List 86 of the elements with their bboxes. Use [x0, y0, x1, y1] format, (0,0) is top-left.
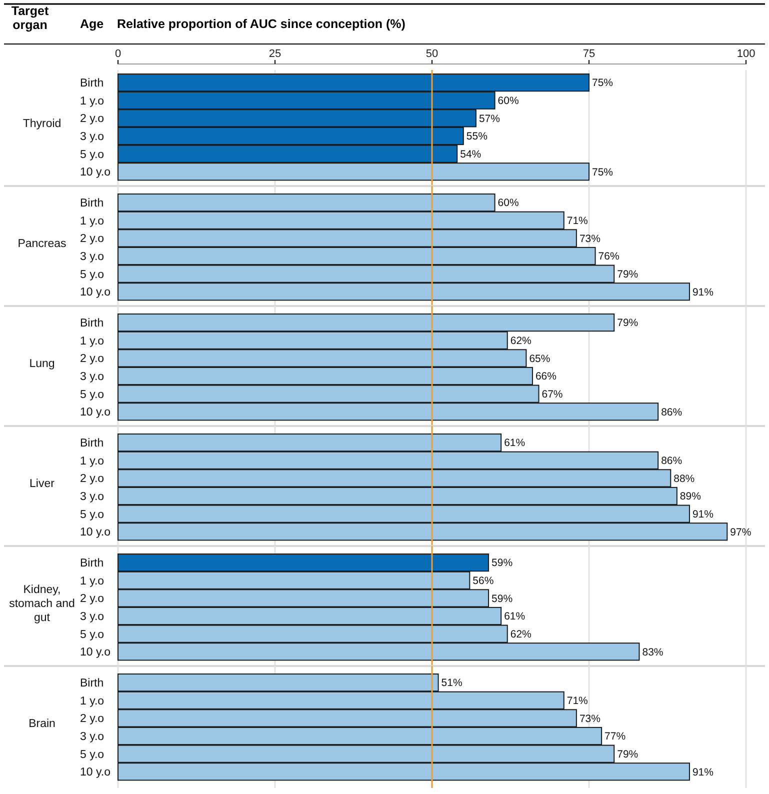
data-label: 71% [566, 695, 588, 708]
data-label: 56% [472, 575, 494, 588]
y-tick-label: 10 y.o [80, 526, 110, 539]
y-tick-label: 10 y.o [80, 766, 110, 779]
y-tick-label: 5 y.o [80, 388, 104, 401]
data-label: 67% [542, 388, 563, 401]
data-label: 73% [579, 232, 600, 245]
y-tick-label: Birth [80, 558, 104, 570]
y-tick-label: 5 y.o [80, 268, 104, 281]
y-tick-label: 10 y.o [80, 166, 110, 179]
data-label: 65% [529, 352, 550, 365]
data-label: 89% [680, 490, 701, 503]
data-label: 62% [510, 628, 532, 641]
data-label: 86% [661, 455, 682, 468]
data-label: 75% [592, 166, 614, 178]
data-label: 60% [498, 95, 519, 108]
text: Brain [28, 718, 56, 730]
data-label: 77% [604, 730, 626, 743]
text: Pancreas [18, 238, 67, 250]
y-tick-label: 2 y.o [80, 233, 104, 246]
data-label: 91% [692, 508, 714, 521]
data-label: 57% [478, 112, 500, 125]
y-tick-label: 3 y.o [80, 371, 104, 384]
text: Liver [30, 478, 55, 490]
y-tick-label: 1 y.o [80, 695, 104, 708]
text: Target organ [11, 4, 50, 32]
y-tick-label: 5 y.o [80, 148, 104, 161]
y-tick-label: 2 y.o [80, 473, 104, 486]
data-label: 60% [498, 197, 519, 210]
y-tick-label: 2 y.o [80, 713, 104, 726]
data-label: 61% [504, 610, 526, 623]
data-label: 73% [579, 712, 600, 725]
y-tick-label: 1 y.o [80, 335, 104, 348]
y-tick-label: 1 y.o [80, 455, 104, 468]
text: Age [80, 17, 104, 31]
data-label: 59% [492, 592, 513, 605]
y-tick-label: Birth [80, 318, 104, 330]
x-tick-label: 50 [426, 48, 438, 60]
data-label: 55% [466, 130, 488, 143]
y-tick-label: 3 y.o [80, 491, 104, 504]
data-label: 83% [642, 646, 664, 658]
y-tick-label: Birth [80, 438, 104, 450]
y-tick-label: 10 y.o [80, 646, 110, 659]
y-tick-label: Birth [80, 198, 104, 210]
x-tick-label: 100 [736, 48, 756, 60]
y-tick-label: 3 y.o [80, 731, 104, 744]
x-tick-label: 75 [582, 48, 596, 60]
y-tick-label: 3 y.o [80, 131, 104, 144]
y-tick-label: 5 y.o [80, 748, 104, 761]
data-label: 76% [598, 250, 620, 263]
data-label: 79% [617, 268, 638, 281]
data-label: 66% [535, 370, 556, 383]
text: Lung [29, 358, 55, 370]
data-label: 86% [661, 406, 682, 418]
y-tick-label: 3 y.o [80, 611, 104, 624]
data-label: 59% [492, 557, 513, 570]
x-tick-label: 25 [268, 48, 282, 60]
data-label: 62% [510, 335, 532, 348]
y-tick-label: 2 y.o [80, 113, 104, 126]
data-label: 54% [460, 148, 482, 161]
y-tick-label: 2 y.o [80, 353, 104, 366]
data-label: 88% [674, 472, 695, 485]
data-label: 97% [730, 526, 752, 538]
y-tick-label: Birth [80, 678, 104, 690]
data-label: 91% [692, 286, 714, 298]
y-tick-label: 1 y.o [80, 95, 104, 108]
y-tick-label: 2 y.o [80, 593, 104, 606]
text: Thyroid [22, 118, 62, 130]
data-label: 51% [441, 677, 462, 690]
data-label: 71% [566, 215, 588, 228]
data-label: 75% [592, 77, 614, 90]
y-tick-label: 10 y.o [80, 286, 110, 299]
data-label: 79% [617, 317, 638, 330]
data-label: 91% [692, 766, 714, 778]
text: Kidney, stomach and gut [9, 584, 75, 624]
y-tick-label: 1 y.o [80, 575, 104, 588]
y-tick-label: Birth [80, 78, 104, 90]
x-tick-label: 0 [114, 48, 122, 60]
x-axis-title: Relative proportion of AUC since conception (%) [117, 17, 406, 31]
y-tick-label: 1 y.o [80, 215, 104, 228]
y-tick-label: 3 y.o [80, 251, 104, 264]
y-tick-label: 5 y.o [80, 508, 104, 521]
data-label: 79% [617, 748, 638, 761]
data-label: 61% [504, 437, 526, 450]
y-tick-label: 5 y.o [80, 628, 104, 641]
y-tick-label: 10 y.o [80, 406, 110, 419]
